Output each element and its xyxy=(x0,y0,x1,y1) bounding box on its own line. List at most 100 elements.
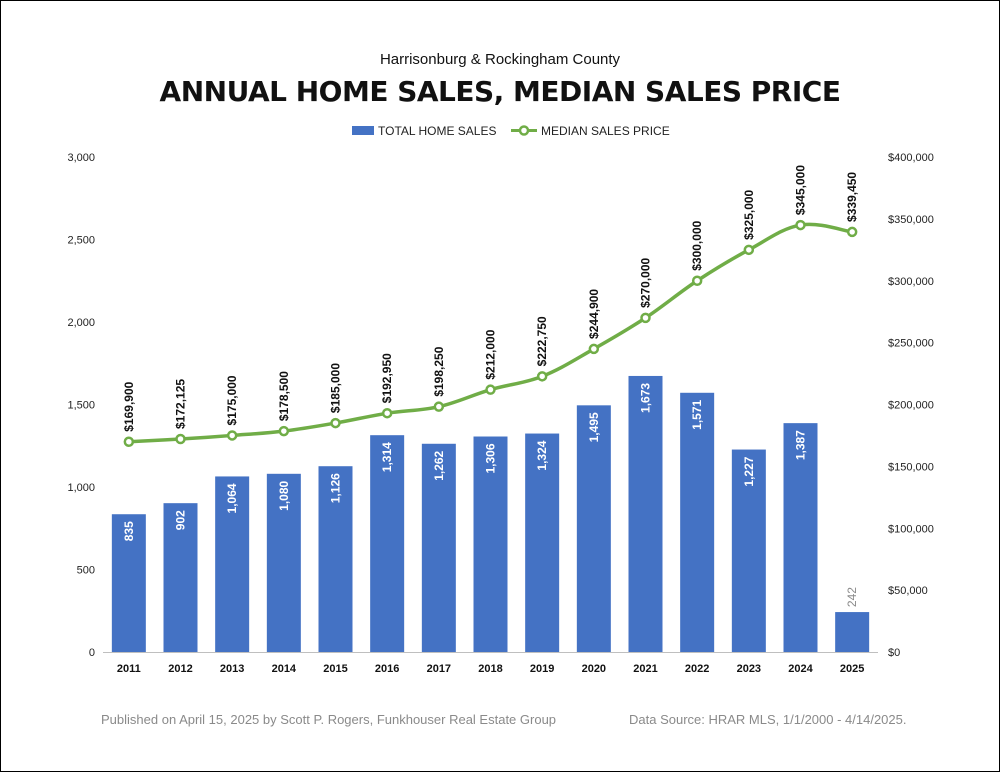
line-point xyxy=(278,425,290,437)
bar xyxy=(680,392,715,652)
line-label: $325,000 xyxy=(742,189,756,239)
line-label: $198,250 xyxy=(432,346,446,396)
bar-label: 1,314 xyxy=(380,442,394,472)
bar-label: 1,262 xyxy=(432,450,446,480)
line-point xyxy=(795,219,806,231)
line-point xyxy=(226,430,238,441)
x-tick-label: 2014 xyxy=(272,663,297,675)
bar xyxy=(525,433,560,652)
line-point xyxy=(175,433,186,445)
bar-series: 835 902 1,064 1,080 1,126 1,314 1,262 1,306 1,32… xyxy=(111,375,870,652)
bar-label: 835 xyxy=(122,521,136,541)
line-label: $345,000 xyxy=(794,165,808,215)
line-point xyxy=(485,384,496,395)
line-point xyxy=(691,275,703,286)
bar-label: 1,324 xyxy=(535,440,549,470)
x-tick-label: 2018 xyxy=(478,663,502,675)
bar-label: 1,306 xyxy=(484,443,498,473)
bar xyxy=(111,514,146,652)
right-tick-label: $250,000 xyxy=(888,338,934,350)
bar xyxy=(266,473,301,652)
bar xyxy=(628,375,663,652)
line-point xyxy=(588,343,600,355)
bar xyxy=(731,449,766,652)
legend-bar-label: TOTAL HOME SALES xyxy=(378,124,496,138)
line-label: $212,000 xyxy=(484,329,498,379)
legend-line-label: MEDIAN SALES PRICE xyxy=(541,124,670,138)
line-point xyxy=(433,401,445,412)
x-tick-label: 2012 xyxy=(168,663,192,675)
line-label: $169,900 xyxy=(122,381,136,431)
legend-bar-swatch xyxy=(352,126,374,135)
x-tick-label: 2020 xyxy=(582,663,606,675)
x-tick-label: 2013 xyxy=(220,663,244,675)
line-label: $175,000 xyxy=(225,375,239,425)
line-point xyxy=(330,417,341,429)
x-tick-label: 2023 xyxy=(737,663,761,675)
bar-label: 1,673 xyxy=(639,383,653,413)
x-tick-label: 2011 xyxy=(117,663,141,675)
bar-label: 1,571 xyxy=(690,399,704,429)
line-label: $192,950 xyxy=(380,353,394,403)
x-axis: 2011 2012 2013 2014 2015 2016 2017 2018 2019 2020… xyxy=(103,652,878,675)
left-tick-label: 0 xyxy=(89,647,95,659)
left-tick-label: 500 xyxy=(77,565,95,577)
bar xyxy=(215,476,250,652)
right-tick-label: $150,000 xyxy=(888,461,934,473)
left-tick-label: 3,000 xyxy=(67,152,95,164)
right-tick-label: $200,000 xyxy=(888,400,934,412)
bar xyxy=(835,612,870,652)
bar xyxy=(576,405,611,652)
chart-title: ANNUAL HOME SALES, MEDIAN SALES PRICE xyxy=(159,75,841,108)
right-tick-label: $300,000 xyxy=(888,276,934,288)
left-tick-label: 1,000 xyxy=(67,482,95,494)
footer-source: Data Source: HRAR MLS, 1/1/2000 - 4/14/2… xyxy=(629,712,907,727)
x-tick-label: 2021 xyxy=(633,663,657,675)
bar xyxy=(421,443,456,652)
line-label: $339,450 xyxy=(845,172,859,222)
bar xyxy=(370,435,405,652)
x-tick-label: 2022 xyxy=(685,663,709,675)
bar-label: 1,080 xyxy=(277,480,291,510)
line-label: $244,900 xyxy=(587,289,601,339)
x-tick-label: 2019 xyxy=(530,663,554,675)
x-tick-label: 2016 xyxy=(375,663,399,675)
line-point xyxy=(123,436,135,447)
bar xyxy=(163,503,198,652)
bar-label: 1,064 xyxy=(225,483,239,513)
bar-label: 1,387 xyxy=(794,430,808,460)
line-label: $185,000 xyxy=(329,363,343,413)
left-axis: 0 500 1,000 1,500 2,000 2,500 3,000 xyxy=(67,152,95,659)
line-series: $169,900 $172,125 $175,000 $178,500 $185,000… xyxy=(122,165,859,447)
left-tick-label: 2,000 xyxy=(67,317,95,329)
bar xyxy=(783,423,818,652)
x-tick-label: 2015 xyxy=(323,663,347,675)
left-tick-label: 2,500 xyxy=(67,235,95,247)
right-tick-label: $350,000 xyxy=(888,214,934,226)
bar xyxy=(473,436,508,652)
line-point xyxy=(846,226,858,238)
line-point xyxy=(743,244,755,256)
bar xyxy=(318,466,353,652)
x-tick-label: 2025 xyxy=(840,663,864,675)
right-tick-label: $50,000 xyxy=(888,585,928,597)
right-axis: $0 $50,000 $100,000 $150,000 $200,000 $250,00… xyxy=(888,152,934,659)
line-point xyxy=(381,407,393,419)
right-tick-label: $0 xyxy=(888,647,900,659)
line-point xyxy=(536,371,548,382)
line-label: $300,000 xyxy=(690,220,704,270)
right-tick-label: $400,000 xyxy=(888,152,934,164)
right-tick-label: $100,000 xyxy=(888,523,934,535)
bar-label: 902 xyxy=(174,510,188,530)
footer-published: Published on April 15, 2025 by Scott P. … xyxy=(101,712,557,727)
line-label: $172,125 xyxy=(174,379,188,429)
chart-subtitle: Harrisonburg & Rockingham County xyxy=(379,51,621,68)
left-tick-label: 1,500 xyxy=(67,400,95,412)
x-tick-label: 2024 xyxy=(788,663,813,675)
line-label: $270,000 xyxy=(639,257,653,307)
bar-label: 1,227 xyxy=(742,456,756,486)
bar-label: 242 xyxy=(845,587,859,607)
line-point xyxy=(640,312,651,324)
